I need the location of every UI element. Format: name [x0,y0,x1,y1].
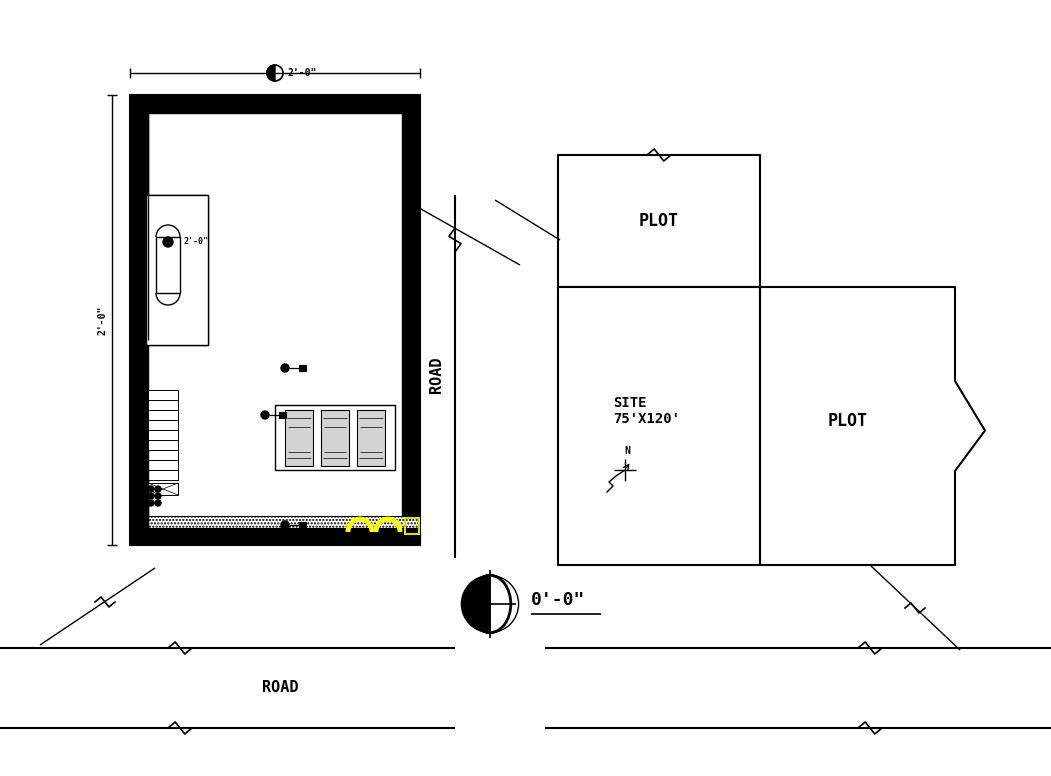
Bar [357,410,385,466]
Text: ROAD: ROAD [430,357,445,393]
Text: N: N [624,446,630,456]
Circle shape [148,493,154,499]
Bar [148,483,178,495]
Circle shape [261,411,269,419]
Text: 2'-0": 2'-0" [287,68,316,78]
Circle shape [463,578,516,630]
Bar [148,400,178,410]
Bar [148,390,178,400]
Circle shape [281,364,289,372]
Bar [148,516,418,528]
Circle shape [148,500,154,506]
Wedge shape [461,575,490,632]
Text: SITE
75'X120': SITE 75'X120' [613,396,680,426]
Text: 0'-0": 0'-0" [531,591,585,609]
Bar [148,420,178,430]
Text: PLOT: PLOT [827,412,867,430]
Bar [148,470,178,480]
Bar [298,522,306,528]
Text: 2'-0": 2'-0" [184,237,209,246]
Circle shape [281,521,289,529]
Bar [279,412,286,418]
Circle shape [148,486,154,492]
Circle shape [267,65,283,81]
Bar [298,365,306,371]
Bar [146,195,208,345]
Wedge shape [267,65,275,81]
Bar [148,450,178,460]
Circle shape [154,493,161,499]
Bar [148,460,178,470]
Bar [148,440,178,450]
Bar [148,430,178,440]
Text: 2'-0": 2'-0" [97,305,107,334]
Bar [148,113,401,527]
Bar [130,95,420,545]
Circle shape [154,486,161,492]
Bar [148,410,178,420]
Ellipse shape [469,575,511,632]
Bar [285,410,313,466]
Text: PLOT: PLOT [639,212,679,230]
Bar [275,405,395,470]
Bar [405,518,419,534]
Wedge shape [490,575,518,632]
Bar [130,532,420,542]
Circle shape [163,237,173,247]
Text: ROAD: ROAD [262,681,298,695]
Circle shape [154,500,161,506]
Bar [558,287,760,565]
Bar [148,195,208,345]
Bar [558,155,760,287]
Bar [321,410,349,466]
Bar [156,237,180,293]
